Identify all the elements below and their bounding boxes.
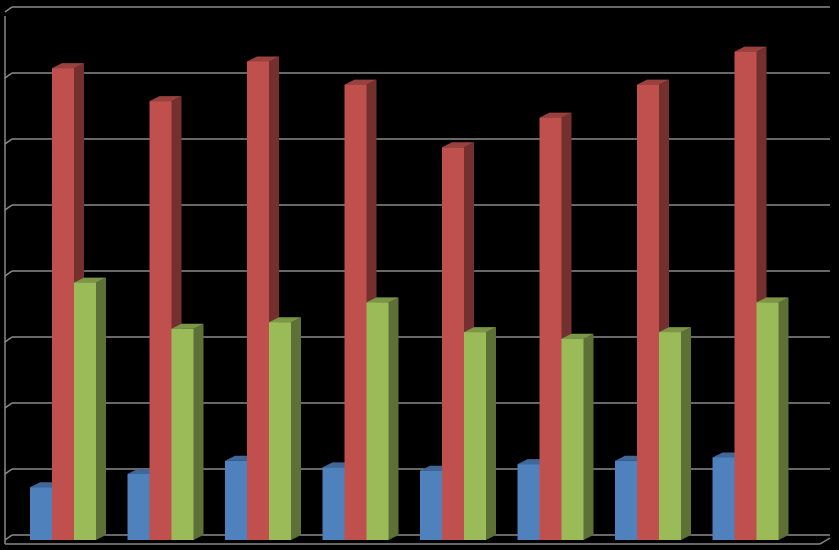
grid-wall-line <box>4 270 13 277</box>
bar-top <box>756 297 789 303</box>
bar-side <box>681 327 691 540</box>
bar <box>464 332 486 540</box>
bar <box>712 457 735 540</box>
grid-wall-line <box>4 336 13 343</box>
bar <box>420 470 442 540</box>
bar-top <box>171 323 204 329</box>
bar-side <box>291 317 301 540</box>
grid-wall-line <box>4 204 13 211</box>
grid-wall-line <box>4 6 13 13</box>
bar-side <box>583 333 594 540</box>
bar-top <box>344 79 377 85</box>
grid-wall-line <box>4 402 13 409</box>
floor-right <box>819 537 831 545</box>
bar-top <box>734 46 767 52</box>
bar-side <box>388 297 399 540</box>
bar <box>269 322 291 540</box>
bar-top <box>442 142 474 148</box>
grid-wall-line <box>4 138 13 145</box>
bar <box>659 332 681 540</box>
bar-top <box>561 333 594 339</box>
bar <box>149 101 172 540</box>
bar-top <box>659 327 691 333</box>
bar <box>171 328 194 540</box>
bar <box>539 117 562 540</box>
bar-side <box>778 297 789 540</box>
bar <box>561 338 584 540</box>
bar <box>615 460 637 540</box>
bar-top <box>247 56 279 62</box>
bar <box>30 487 52 540</box>
grid-wall-line <box>4 534 13 541</box>
bar-side <box>193 323 204 540</box>
bar-top <box>52 63 84 69</box>
bar-top <box>464 327 496 333</box>
bar <box>322 467 345 540</box>
bar <box>225 460 247 540</box>
bar-top <box>269 317 301 323</box>
bar-top <box>366 297 399 303</box>
bar <box>442 147 464 541</box>
bar-side <box>96 277 106 540</box>
bar-top <box>149 96 182 102</box>
bar-top <box>74 277 106 283</box>
bar <box>247 61 269 540</box>
bar <box>52 68 74 540</box>
bar <box>74 282 96 540</box>
bar <box>637 84 659 540</box>
bar-top <box>637 79 669 85</box>
bar <box>366 302 389 540</box>
bar-top <box>539 112 572 118</box>
bar-side <box>486 327 496 540</box>
bar <box>344 84 367 540</box>
bar <box>756 302 779 540</box>
grid-wall-line <box>4 468 13 475</box>
grid-wall-line <box>4 72 13 79</box>
bar <box>517 464 540 540</box>
bar <box>127 474 150 540</box>
bar <box>734 51 757 540</box>
